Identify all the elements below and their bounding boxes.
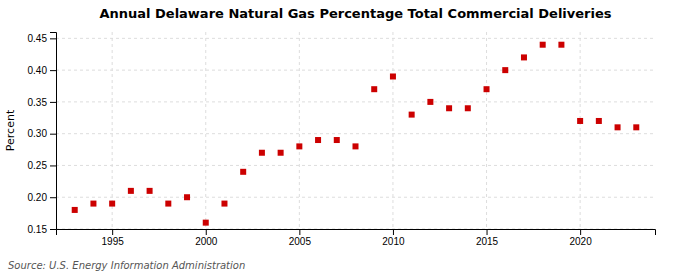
tick-label: 2000 bbox=[195, 236, 218, 247]
point bbox=[502, 67, 508, 73]
tick-mark bbox=[206, 229, 207, 235]
point bbox=[371, 86, 377, 92]
grid-line-x bbox=[486, 32, 487, 229]
point bbox=[577, 118, 583, 124]
grid-line-y bbox=[56, 38, 655, 39]
point bbox=[633, 124, 639, 130]
tick-mark bbox=[50, 197, 56, 198]
axis-line bbox=[57, 230, 656, 236]
point bbox=[540, 42, 546, 48]
tick: 0.15 bbox=[28, 224, 56, 235]
tick: 0.25 bbox=[28, 160, 56, 171]
marks bbox=[72, 42, 640, 226]
point bbox=[296, 143, 302, 149]
tick-label: 2010 bbox=[382, 236, 405, 247]
tick-label: 2005 bbox=[289, 236, 312, 247]
point bbox=[221, 201, 227, 207]
tick: 2000 bbox=[195, 229, 218, 247]
grid-line-x bbox=[299, 32, 300, 229]
tick-label: 0.25 bbox=[28, 160, 48, 171]
tick-mark bbox=[50, 102, 56, 103]
tick-label: 0.20 bbox=[28, 192, 48, 203]
point bbox=[109, 201, 115, 207]
point bbox=[615, 124, 621, 130]
point bbox=[259, 150, 265, 156]
point bbox=[72, 207, 78, 213]
tick-mark bbox=[50, 229, 56, 230]
axis-line bbox=[50, 33, 57, 230]
point bbox=[484, 86, 490, 92]
tick: 2010 bbox=[382, 229, 405, 247]
tick: 2020 bbox=[570, 229, 593, 247]
tick-mark bbox=[299, 229, 300, 235]
tick-mark bbox=[487, 229, 488, 235]
tick-mark bbox=[393, 229, 394, 235]
point bbox=[558, 42, 564, 48]
point bbox=[465, 105, 471, 111]
point bbox=[90, 201, 96, 207]
tick: 0.40 bbox=[28, 65, 56, 76]
annotation: Source: U.S. Energy Information Administ… bbox=[8, 260, 245, 271]
x-axis: 1995 2000 2005 2010 2015 2020 bbox=[57, 229, 656, 247]
grid bbox=[56, 32, 655, 229]
tick-mark bbox=[112, 229, 113, 235]
grid-line-x bbox=[205, 32, 206, 229]
grid-line-x bbox=[580, 32, 581, 229]
tick: 1995 bbox=[102, 229, 125, 247]
point bbox=[240, 169, 246, 175]
tick-mark bbox=[50, 134, 56, 135]
point bbox=[596, 118, 602, 124]
tick: 2015 bbox=[476, 229, 499, 247]
title: Annual Delaware Natural Gas Percentage T… bbox=[99, 6, 611, 21]
tick: 0.20 bbox=[28, 192, 56, 203]
chart: 1995 2000 2005 2010 2015 2020 0.15 0.20 0.25 0.30… bbox=[0, 0, 675, 275]
point bbox=[278, 150, 284, 156]
y-axis: 0.15 0.20 0.25 0.30 0.35 0.40 0.45 bbox=[28, 33, 57, 235]
point bbox=[128, 188, 134, 194]
grid-line-y bbox=[56, 133, 655, 134]
point bbox=[165, 201, 171, 207]
grid-line-x bbox=[112, 32, 113, 229]
point bbox=[446, 105, 452, 111]
tick-mark bbox=[50, 38, 56, 39]
point bbox=[184, 194, 190, 200]
point bbox=[409, 112, 415, 118]
tick-label: 0.40 bbox=[28, 65, 48, 76]
point bbox=[315, 137, 321, 143]
tick-mark bbox=[50, 165, 56, 166]
tick-label: 1995 bbox=[102, 236, 125, 247]
plot-area: 1995 2000 2005 2010 2015 2020 0.15 0.20 0.25 0.30… bbox=[28, 32, 656, 247]
grid-line-y bbox=[56, 165, 655, 166]
point bbox=[203, 220, 209, 226]
point bbox=[521, 54, 527, 60]
tick-label: 0.45 bbox=[28, 33, 48, 44]
tick-label: 0.35 bbox=[28, 97, 48, 108]
grid-line-y bbox=[56, 101, 655, 102]
point bbox=[390, 73, 396, 79]
point bbox=[353, 143, 359, 149]
tick: 0.35 bbox=[28, 97, 56, 108]
tick-mark bbox=[580, 229, 581, 235]
tick-label: 2015 bbox=[476, 236, 499, 247]
tick: 0.45 bbox=[28, 33, 56, 44]
tick-label: 0.15 bbox=[28, 224, 48, 235]
grid-line-y bbox=[56, 197, 655, 198]
point bbox=[147, 188, 153, 194]
y-axis-title: Percent bbox=[4, 109, 17, 151]
point bbox=[334, 137, 340, 143]
point bbox=[427, 99, 433, 105]
grid-line-x bbox=[392, 32, 393, 229]
tick-label: 2020 bbox=[570, 236, 593, 247]
tick-label: 0.30 bbox=[28, 128, 48, 139]
tick: 0.30 bbox=[28, 128, 56, 139]
tick: 2005 bbox=[289, 229, 312, 247]
grid-line-y bbox=[56, 70, 655, 71]
tick-mark bbox=[50, 70, 56, 71]
